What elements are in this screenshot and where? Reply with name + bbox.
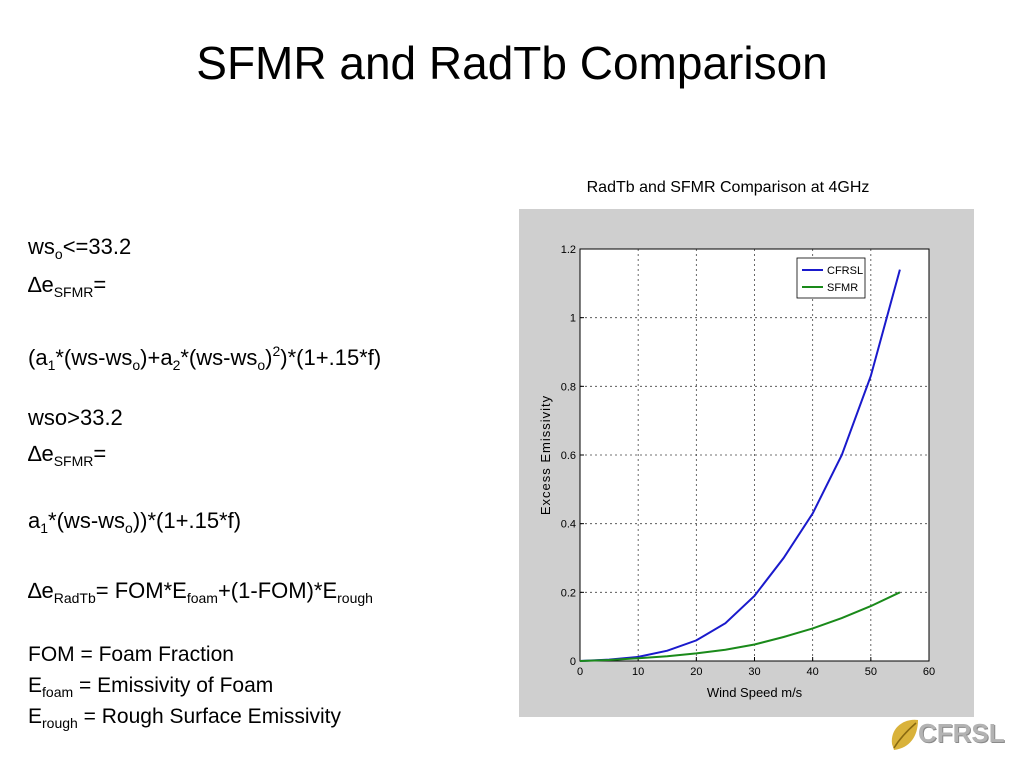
- cfrsl-logo: CFRSL: [888, 710, 1005, 756]
- formula-subscript: rough: [337, 590, 373, 606]
- formula-part: ))*(1+.15*f): [132, 508, 242, 533]
- y-tick-label: 0.2: [561, 587, 576, 599]
- x-tick-label: 50: [865, 666, 877, 678]
- formula-superscript: 2: [272, 343, 281, 359]
- leaf-logo-icon: [891, 719, 918, 750]
- legend-box: [796, 257, 866, 299]
- note-text: = Rough Surface Emissivity: [77, 705, 342, 728]
- formula-subscript: o: [132, 357, 141, 373]
- delta-e-sfmr-label-1: ∆eSFMR=: [28, 272, 106, 305]
- y-axis-label: Excess Emissivity: [538, 395, 553, 515]
- delta-symbol: ∆: [28, 441, 42, 466]
- x-tick-label: 30: [748, 666, 760, 678]
- x-tick-label: 0: [577, 666, 583, 678]
- formula-part: )+a: [140, 345, 173, 370]
- equals-sign: =: [93, 272, 107, 297]
- formula-part: a: [28, 508, 41, 533]
- formula-subscript: 1: [40, 520, 49, 536]
- chart-caption: RadTb and SFMR Comparison at 4GHz: [586, 179, 870, 196]
- e-text: e: [41, 441, 54, 466]
- radtb-subscript: RadTb: [53, 590, 96, 606]
- formula-part: *(ws-ws: [48, 508, 126, 533]
- x-tick-label: 40: [807, 666, 819, 678]
- e-text: E: [28, 705, 43, 728]
- formula-part: ): [265, 345, 273, 370]
- chart-panel: 0 10 20 30 40 50 60 0 0.2 0.4 0.6 0.8 1 1.2 Wind Speed…: [519, 209, 974, 717]
- condition-high-wind: wso>33.2: [28, 405, 123, 430]
- x-tick-label: 20: [690, 666, 702, 678]
- legend-label-cfrsl: CFRSL: [827, 265, 863, 277]
- formula-subscript: 1: [47, 357, 56, 373]
- x-tick-label: 10: [632, 666, 644, 678]
- delta-symbol: ∆: [28, 272, 42, 297]
- note-erough: Erough = Rough Surface Emissivity: [28, 704, 341, 736]
- delta-e-sfmr-label-2: ∆eSFMR=: [28, 441, 106, 474]
- note-fom: FOM = Foam Fraction: [28, 643, 234, 666]
- series-line-cfrsl: [579, 269, 901, 662]
- equals-sign: =: [93, 441, 107, 466]
- legend-label-sfmr: SFMR: [827, 282, 858, 294]
- rough-subscript: rough: [42, 715, 78, 731]
- formula-part: = FOM*E: [95, 578, 187, 603]
- y-tick-label: 1: [570, 313, 576, 325]
- ws-subscript: o: [54, 246, 63, 262]
- y-tick-label: 0.8: [561, 381, 576, 393]
- formula-radtb: ∆eRadTb= FOM*Efoam+(1-FOM)*Erough: [28, 578, 373, 611]
- formula-part: *(ws-ws: [55, 345, 133, 370]
- y-tick-label: 0.6: [561, 450, 576, 462]
- threshold-text: <=33.2: [62, 234, 132, 259]
- y-tick-label: 0: [570, 656, 576, 668]
- formula-subscript: o: [125, 520, 133, 536]
- e-text: e: [41, 272, 54, 297]
- slide-title: SFMR and RadTb Comparison: [196, 37, 828, 89]
- formula-high-wind: a1*(ws-wso))*(1+.15*f): [28, 508, 241, 541]
- formula-subscript: o: [257, 357, 266, 373]
- y-tick-label: 1.2: [561, 244, 576, 256]
- note-text: = Emissivity of Foam: [73, 674, 274, 697]
- foam-subscript: foam: [42, 684, 74, 700]
- logo-text: CFRSL: [918, 718, 1005, 748]
- formula-subscript: 2: [172, 357, 181, 373]
- sfmr-subscript: SFMR: [53, 284, 94, 300]
- delta-symbol: ∆: [28, 578, 42, 603]
- formula-part: *(ws-ws: [180, 345, 258, 370]
- e-text: E: [28, 674, 43, 697]
- formula-subscript: foam: [186, 590, 218, 606]
- x-tick-label: 60: [923, 666, 935, 678]
- sfmr-subscript: SFMR: [53, 453, 94, 469]
- formula-part: +(1-FOM)*E: [217, 578, 338, 603]
- note-efoam: Efoam = Emissivity of Foam: [28, 673, 273, 705]
- formula-low-wind: (a1*(ws-wso)+a2*(ws-wso)2)*(1+.15*f): [28, 338, 381, 378]
- e-text: e: [41, 578, 54, 603]
- condition-low-wind: wso<=33.2: [28, 234, 131, 267]
- y-tick-label: 0.4: [561, 519, 576, 531]
- formula-part: )*(1+.15*f): [280, 345, 382, 370]
- x-axis-label: Wind Speed m/s: [707, 685, 803, 700]
- ws-text: ws: [28, 234, 55, 259]
- line-chart: 0 10 20 30 40 50 60 0 0.2 0.4 0.6 0.8 1 1.2 Wind Speed…: [538, 244, 935, 700]
- series-line-sfmr: [579, 591, 901, 662]
- formula-part: (a: [28, 345, 48, 370]
